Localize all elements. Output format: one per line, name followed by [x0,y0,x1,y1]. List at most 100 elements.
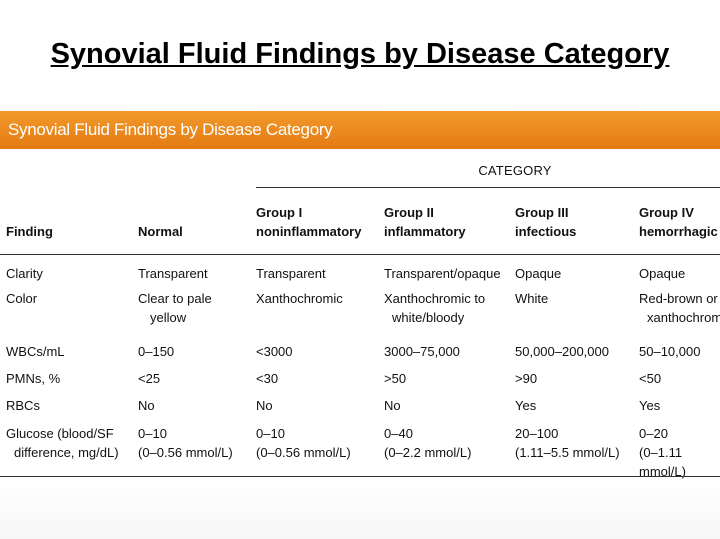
cell-text: Yes [515,398,537,413]
cell-group-4: 50–10,000 [639,342,720,361]
slide-title: Synovial Fluid Findings by Disease Categ… [50,38,670,70]
header-group-1-line-1: Group I [256,205,303,220]
cell-group-4: Opaque [639,264,720,283]
cell-text: 0–10 [138,426,167,441]
cell-text: 50,000–200,000 [515,344,609,359]
header-group-3-line-1: Group III [515,205,569,220]
cell-group-2: Xanthochromic to white/bloody [384,289,508,327]
header-group-3-line-2: infectious [515,224,577,239]
header-group-4-line-1: Group IV [639,205,694,220]
cell-group-1: Xanthochromic [256,289,376,308]
cell-text: Glucose (blood/SF [6,426,114,441]
cell-group-1: Transparent [256,264,376,283]
slide-bottom-area [0,480,720,539]
cell-text: No [384,398,401,413]
header-group-2: Group II inflammatory [384,203,466,241]
cell-group-3: White [515,289,633,308]
cell-text: <3000 [256,344,293,359]
cell-text: Clarity [6,266,43,281]
cell-group-3: 20–100 (1.11–5.5 mmol/L) [515,424,633,462]
bottom-rule [0,476,720,477]
cell-text: (0–0.56 mmol/L) [256,445,351,460]
cell-group-2: Transparent/opaque [384,264,508,283]
cell-finding: WBCs/mL [6,342,131,361]
cell-text: (0–0.56 mmol/L) [138,445,233,460]
cell-text: white/bloody [392,310,465,325]
cell-finding: Clarity [6,264,131,283]
cell-text: >50 [384,371,407,386]
cell-group-4: Yes [639,396,720,415]
cell-text: 0–20 [639,426,668,441]
cell-text: (0–2.2 mmol/L) [384,445,472,460]
cell-normal: <25 [138,369,248,388]
cell-text: 0–40 [384,426,413,441]
header-group-2-line-2: inflammatory [384,224,466,239]
cell-text: Transparent [138,266,208,281]
cell-group-2: 0–40 (0–2.2 mmol/L) [384,424,508,462]
cell-finding: Glucose (blood/SF difference, mg/dL) [6,424,131,462]
cell-text: Transparent [256,266,326,281]
cell-text: 0–150 [138,344,175,359]
cell-text: Opaque [639,266,686,281]
header-group-4-line-2: hemorrhagic [639,224,718,239]
cell-text: >90 [515,371,538,386]
header-group-1: Group I noninflammatory [256,203,361,241]
cell-text: 20–100 [515,426,559,441]
cell-group-3: Yes [515,396,633,415]
header-group-1-line-2: noninflammatory [256,224,362,239]
cell-text: Transparent/opaque [384,266,501,281]
cell-text: White [515,291,549,306]
header-finding: Finding [6,224,53,239]
cell-group-1: 0–10 (0–0.56 mmol/L) [256,424,376,462]
cell-group-3: Opaque [515,264,633,283]
cell-group-4: Red-brown or xanthochromic [639,289,720,327]
cell-text: Xanthochromic [256,291,343,306]
cell-normal: Transparent [138,264,248,283]
cell-normal: No [138,396,248,415]
cell-group-2: >50 [384,369,508,388]
cell-text: Clear to pale [138,291,212,306]
cell-finding: PMNs, % [6,369,131,388]
cell-group-1: <30 [256,369,376,388]
cell-text: No [256,398,273,413]
cell-text: difference, mg/dL) [14,445,119,460]
header-group-2-line-1: Group II [384,205,434,220]
cell-text: Opaque [515,266,562,281]
cell-normal: 0–150 [138,342,248,361]
cell-text: WBCs/mL [6,344,65,359]
cell-group-3: 50,000–200,000 [515,342,633,361]
category-label: CATEGORY [478,163,552,178]
cell-text: RBCs [6,398,40,413]
cell-finding: Color [6,289,131,308]
cell-text: Red-brown or [639,291,718,306]
cell-normal: Clear to pale yellow [138,289,248,327]
cell-text: Color [6,291,38,306]
cell-text: <50 [639,371,662,386]
cell-group-3: >90 [515,369,633,388]
cell-text: yellow [150,310,187,325]
header-normal: Normal [138,224,183,239]
header-group-4: Group IV hemorrhagic [639,203,718,241]
cell-text: (0–1.11 mmol/L) [639,445,686,479]
cell-group-1: No [256,396,376,415]
cell-group-4: 0–20 (0–1.11 mmol/L) [639,424,720,481]
cell-text: xanthochromic [647,310,720,325]
table-banner: Synovial Fluid Findings by Disease Categ… [0,111,720,149]
cell-text: Yes [639,398,661,413]
cell-text: 50–10,000 [639,344,701,359]
cell-text: No [138,398,155,413]
cell-text: <30 [256,371,279,386]
findings-table: Synovial Fluid Findings by Disease Categ… [0,111,720,479]
header-group-3: Group III infectious [515,203,576,241]
cell-text: (1.11–5.5 mmol/L) [515,445,620,460]
cell-text: 3000–75,000 [384,344,460,359]
cell-text: Xanthochromic to [384,291,486,306]
category-rule [256,187,720,188]
cell-group-4: <50 [639,369,720,388]
cell-group-2: No [384,396,508,415]
header-rule [0,254,720,255]
cell-normal: 0–10 (0–0.56 mmol/L) [138,424,248,462]
cell-text: 0–10 [256,426,285,441]
cell-group-2: 3000–75,000 [384,342,508,361]
cell-finding: RBCs [6,396,131,415]
